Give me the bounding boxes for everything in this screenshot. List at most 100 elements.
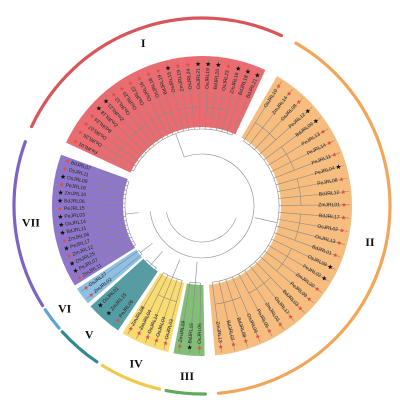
leaf-marker-star <box>58 222 64 227</box>
branch <box>75 129 137 167</box>
subclade-node-arc <box>276 248 292 272</box>
leaf-marker-red-star <box>154 338 159 343</box>
subclade-node-arc <box>255 122 276 141</box>
branch <box>80 250 140 292</box>
leaf-marker-star <box>336 164 341 170</box>
branch <box>278 204 350 206</box>
clade-iii-ring <box>164 388 207 396</box>
leaf-marker-red-star <box>137 76 142 81</box>
leaf-label: ZmJRL01 <box>318 202 340 208</box>
leaf-label: ZmJRL16 <box>229 72 240 95</box>
branch <box>267 128 329 167</box>
leaf-marker-star <box>60 174 66 179</box>
branch <box>127 272 164 335</box>
clade-vii-ring <box>12 140 45 308</box>
leaf-label: BdJRL11 <box>66 226 87 236</box>
branch <box>166 62 184 132</box>
branch <box>54 211 126 218</box>
leaf-marker-red-star <box>278 322 283 327</box>
leaf-label: OsJRL03 <box>164 318 175 340</box>
branch <box>263 117 321 161</box>
leaf-marker-red-star <box>276 83 281 89</box>
leaf-marker-star <box>60 230 66 235</box>
subclade-node-arc <box>152 111 172 121</box>
leaf-marker-red-star <box>332 252 338 258</box>
subclade-node-arc <box>103 174 109 192</box>
branch <box>270 140 335 173</box>
leaf-marker-star <box>57 198 63 203</box>
clade-iii-numeral: III <box>180 369 194 383</box>
branch <box>118 83 159 143</box>
leaf-label: BdJRL20 <box>213 68 221 89</box>
leaf-labels: PeJRL01OsJRL26OsJRL07BdJRL24ZmJRL18ZmJRL… <box>57 61 347 350</box>
leaf-marker-red-star <box>320 129 326 134</box>
tree-branches <box>54 58 350 354</box>
clade-vi-sector <box>76 249 142 304</box>
leaf-marker-red-star <box>314 286 320 292</box>
branch <box>231 69 260 136</box>
branch <box>63 232 131 259</box>
leaf-label: OsJRL19 <box>204 68 211 89</box>
leaf-label: BdJRL02 <box>225 320 235 342</box>
clade-iv-numeral: IV <box>130 357 144 371</box>
leaf-label: OsJRL21 <box>195 68 202 89</box>
leaf-label: OsJRL15 <box>166 71 177 93</box>
branch <box>187 58 195 130</box>
leaf-marker-red-star <box>111 92 117 97</box>
branch <box>61 159 130 183</box>
leaf-marker-star <box>69 260 75 266</box>
branch <box>109 89 155 146</box>
clade-i-node-arc <box>133 128 233 172</box>
clade-sectors <box>52 56 352 356</box>
branch <box>114 267 157 326</box>
leaf-marker-star <box>106 310 112 316</box>
clade-vi-stem <box>140 243 153 253</box>
leaf-marker-red-star <box>66 253 72 258</box>
leaf-marker-red-star <box>341 202 347 207</box>
clade-i-ring <box>30 16 284 129</box>
leaf-label: PeJRL03 <box>64 212 85 220</box>
subclade-node-arc <box>215 296 241 305</box>
branch <box>176 60 190 131</box>
leaf-marker-red-star <box>89 113 95 118</box>
branch <box>146 68 174 135</box>
subclade-node-arc <box>178 106 200 111</box>
leaf-label: OsJRL05 <box>197 323 203 344</box>
leaf-label: BdJRL06 <box>64 198 85 205</box>
leaf-marker-red-star <box>332 152 337 157</box>
branch <box>226 65 251 134</box>
leaf-label: OsJRL13 <box>314 234 336 245</box>
leaf-marker-red-star <box>267 328 272 333</box>
branch <box>197 58 201 130</box>
leaf-marker-red-star <box>218 344 224 349</box>
deep-node-arc <box>166 212 237 243</box>
leaf-marker-red-star <box>88 292 94 297</box>
clade-v-numeral: V <box>85 328 94 342</box>
leaf-marker-red-star <box>197 345 202 350</box>
leaf-label: ZmJRL06 <box>68 232 91 243</box>
leaf-marker-star <box>57 214 63 219</box>
branch <box>210 58 220 130</box>
branch <box>127 77 164 140</box>
branch <box>221 62 241 132</box>
leaf-marker-red-star <box>83 121 89 127</box>
leaf-marker-star <box>73 268 79 273</box>
branch <box>57 175 127 191</box>
leaf-marker-red-star <box>341 215 346 220</box>
clade-v-ring <box>60 330 99 364</box>
clade-iv-ring <box>100 363 162 391</box>
leaf-marker-star <box>97 302 103 308</box>
branch <box>156 65 179 133</box>
branch <box>277 177 348 192</box>
leaf-marker-red-star <box>128 80 133 86</box>
branch <box>231 276 261 343</box>
branch <box>136 73 169 138</box>
clade-i-stem <box>175 133 185 158</box>
clade-v-stem <box>151 251 163 265</box>
subclade-node-arc <box>129 123 147 139</box>
branch <box>275 164 345 186</box>
leaf-label: OsJRL24 <box>186 68 194 90</box>
branch <box>74 244 136 282</box>
